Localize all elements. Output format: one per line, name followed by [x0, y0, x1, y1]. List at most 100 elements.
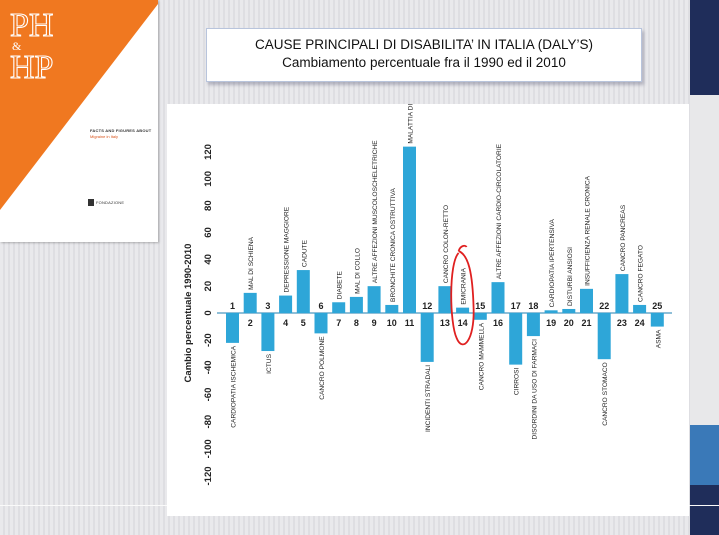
- cover-artwork: PH & HP PUBLIC HEALTH & HEALTH POLICY: [0, 0, 158, 242]
- bar-rank-label: 21: [581, 318, 591, 328]
- bar-rank-label: 15: [475, 301, 485, 311]
- bar: [562, 308, 576, 313]
- category-label: CARDIOPATIA IPERTENSIVA: [549, 219, 556, 308]
- y-axis-label: Cambio percentuale 1990-2010: [183, 244, 194, 383]
- category-label: CANCRO FEGATO: [638, 245, 645, 302]
- category-label: CANCRO POLMONE: [319, 336, 326, 400]
- category-label: DEPRESSIONE MAGGIORE: [284, 206, 291, 292]
- bar-rank-label: 19: [546, 318, 556, 328]
- bar-rank-label: 20: [564, 318, 574, 328]
- bar: [544, 310, 558, 313]
- bar-rank-label: 2: [248, 318, 253, 328]
- bar-rank-label: 12: [422, 301, 432, 311]
- bar: [314, 313, 328, 334]
- category-label: ALTRE AFFEZIONI CARDIO-CIRCOLATORIE: [496, 143, 503, 279]
- bar-rank-label: 8: [354, 318, 359, 328]
- category-label: MALATTIA DI ALZHEIMER: [408, 104, 415, 144]
- y-tick-label: 20: [203, 281, 214, 292]
- category-label: ALTRE AFFEZIONI MUSCOLOSCHELETRICHE: [372, 140, 379, 283]
- bar: [332, 302, 346, 313]
- bar-rank-label: 13: [440, 318, 450, 328]
- category-label: MAL DI COLLO: [354, 248, 361, 294]
- bar-rank-label: 7: [336, 318, 341, 328]
- category-label: BRONCHITE CRONICA OSTRUTTIVA: [390, 188, 397, 302]
- y-tick-label: -80: [203, 415, 214, 429]
- category-label: MAL DI SCHIENA: [248, 236, 255, 289]
- bar-rank-label: 4: [283, 318, 288, 328]
- category-label: CARDIOPATIA ISCHEMICA: [231, 345, 238, 427]
- bar: [296, 270, 310, 313]
- slide-side-band: [690, 0, 719, 535]
- category-label: EMICRANIA: [461, 267, 468, 304]
- bar: [385, 304, 399, 313]
- category-label: DIABETE: [337, 270, 344, 299]
- y-tick-label: 120: [203, 144, 214, 160]
- y-tick-label: -40: [203, 360, 214, 374]
- bar-chart: -120-100-80-60-40-20020406080100120Cambi…: [183, 64, 672, 486]
- publisher-logo-icon: [88, 199, 94, 206]
- cover-publisher: FONDAZIONE: [96, 200, 125, 205]
- bar-rank-label: 24: [635, 318, 645, 328]
- bar: [597, 313, 611, 360]
- bar-rank-label: 17: [511, 301, 521, 311]
- highlight-annotation: [450, 244, 475, 346]
- y-tick-label: 0: [203, 310, 214, 315]
- bar-rank-label: 9: [372, 318, 377, 328]
- bar-rank-label: 25: [652, 301, 662, 311]
- slide-title-box: CAUSE PRINCIPALI DI DISABILITA’ IN ITALI…: [206, 28, 642, 82]
- category-label: CIRROSI: [514, 367, 521, 395]
- slide-subtitle: Cambiamento percentuale fra il 1990 ed i…: [282, 55, 566, 70]
- bar: [420, 313, 434, 362]
- bar: [367, 286, 381, 313]
- cover-subtitle: Migraine in Italy: [90, 134, 119, 139]
- y-tick-label: 100: [203, 171, 214, 187]
- y-tick-label: 60: [203, 227, 214, 238]
- bar: [650, 313, 664, 327]
- report-cover: PH & HP PUBLIC HEALTH & HEALTH POLICY FA…: [0, 0, 158, 242]
- bar-rank-label: 23: [617, 318, 627, 328]
- category-label: INSUFFICIENZA RENALE CRONICA: [585, 175, 592, 286]
- y-tick-label: -60: [203, 388, 214, 402]
- bar-rank-label: 5: [301, 318, 306, 328]
- y-tick-label: 40: [203, 254, 214, 265]
- chart-panel: -120 -100 -80 -60 -40 -20 0 20 40 60 80 100 120 Cambi…: [167, 64, 689, 516]
- bar: [261, 313, 275, 352]
- logo-bottom: HP: [10, 49, 53, 86]
- y-tick-label: 80: [203, 200, 214, 211]
- bar: [349, 296, 363, 313]
- bar: [226, 313, 239, 343]
- bar-rank-label: 6: [318, 301, 323, 311]
- logo-amp: &: [12, 39, 22, 53]
- bar: [615, 274, 629, 313]
- category-label: DISTURBI ANSIOSI: [567, 247, 574, 306]
- category-label: ASMA: [655, 329, 662, 348]
- bar: [473, 313, 487, 320]
- category-label: ICTUS: [266, 353, 273, 373]
- bar-rank-label: 3: [265, 301, 270, 311]
- y-tick-label: -100: [203, 439, 214, 458]
- cover-small-label: FACTS AND FIGURES ABOUT: [90, 128, 152, 133]
- category-label: CANCRO PANCREAS: [620, 204, 627, 271]
- category-label: CANCRO MAMMELLA: [478, 322, 485, 390]
- category-label: INCIDENTI STRADALI: [425, 365, 432, 432]
- bar: [491, 282, 505, 313]
- bar-rank-label: 16: [493, 318, 503, 328]
- bar: [509, 313, 523, 365]
- logo-top: PH: [10, 7, 53, 44]
- y-tick-label: -120: [203, 466, 214, 485]
- bar-rank-label: 22: [599, 301, 609, 311]
- category-label: CADUTE: [301, 239, 308, 267]
- bar: [526, 313, 540, 337]
- bar-rank-label: 1: [230, 301, 235, 311]
- category-label: DISORDINI DA USO DI FARMACI: [531, 339, 538, 440]
- bar-rank-label: 14: [458, 318, 468, 328]
- category-label: CANCRO COLON-RETTO: [443, 205, 450, 283]
- bar: [403, 146, 416, 313]
- bar: [580, 288, 593, 313]
- bar: [243, 292, 257, 313]
- bar: [279, 295, 293, 313]
- bar-rank-label: 10: [387, 318, 397, 328]
- category-label: CANCRO STOMACO: [602, 362, 609, 426]
- orange-ribbon: [0, 0, 158, 210]
- bar-rank-label: 11: [405, 318, 415, 328]
